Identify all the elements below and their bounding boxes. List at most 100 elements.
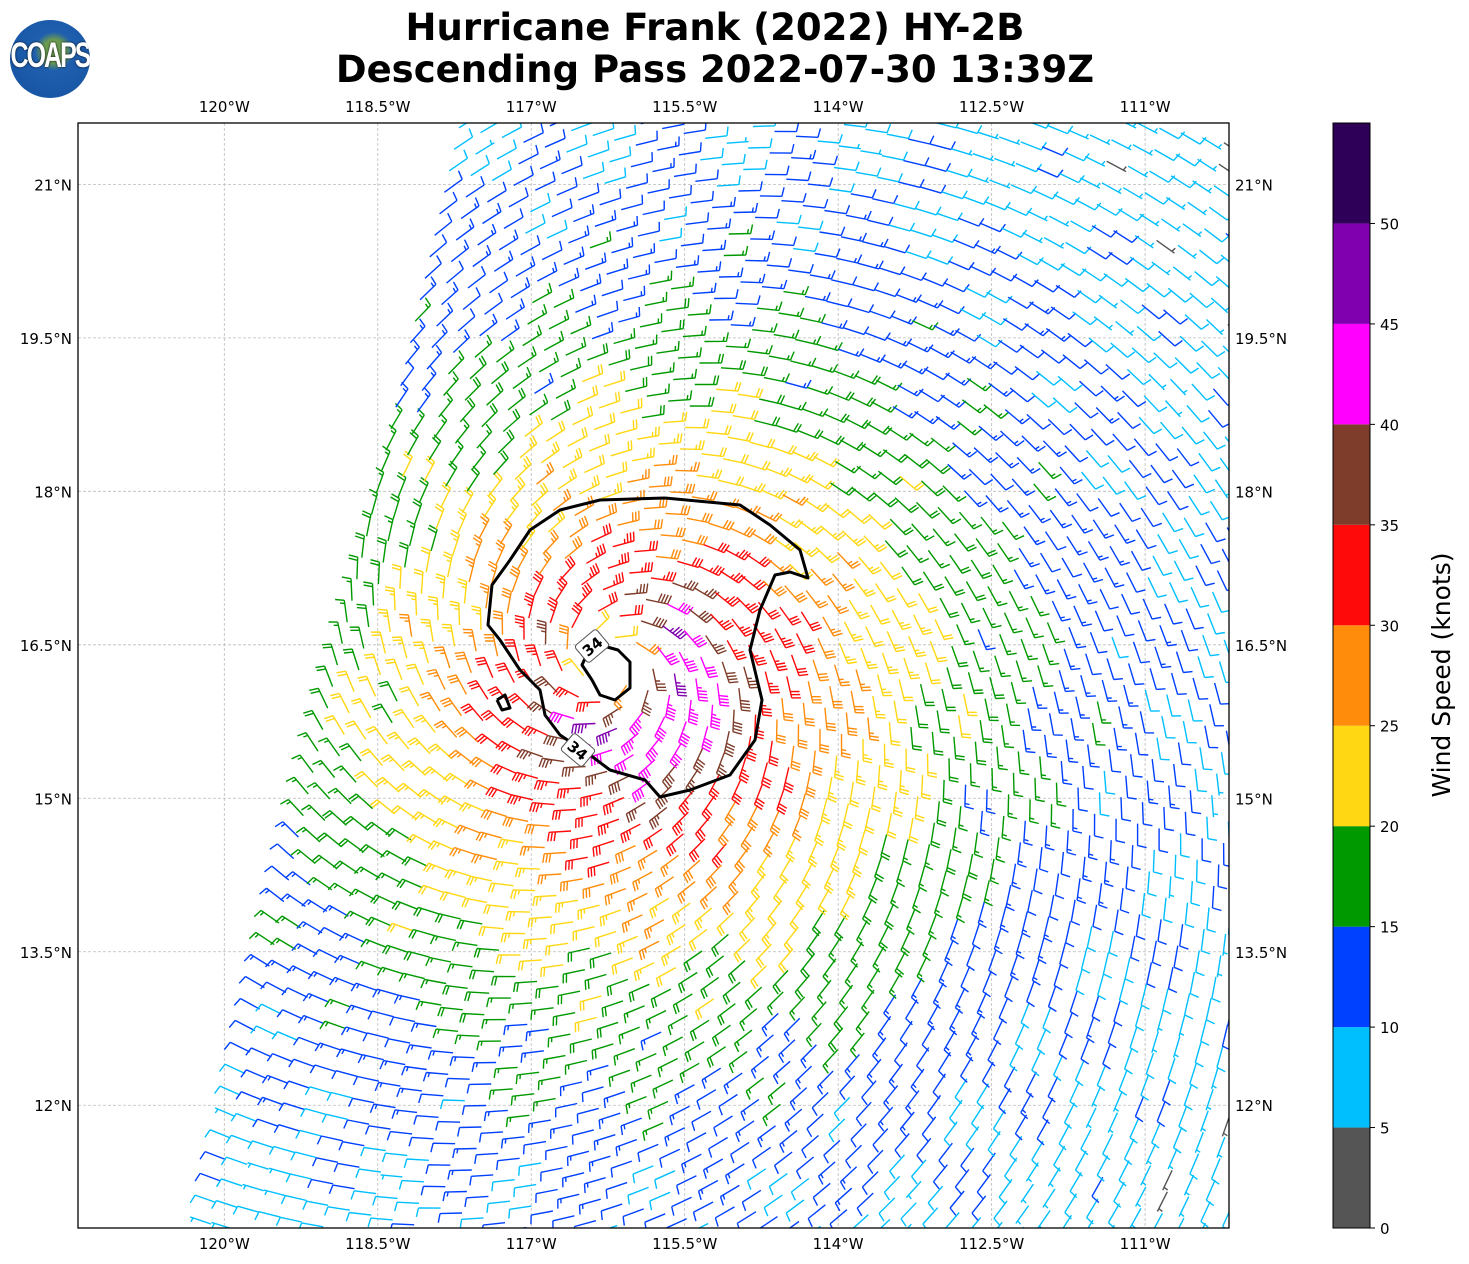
wind-barb [632,871,653,892]
wind-barb [969,763,981,788]
wind-barb [1208,206,1229,221]
wind-barb [1049,509,1073,529]
wind-barb [584,454,606,474]
wind-barb [507,693,532,710]
wind-barb [961,875,972,902]
wind-barb [474,656,494,678]
wind-barb [759,1216,778,1228]
wind-barb [502,816,529,828]
wind-barb [808,477,835,490]
wind-barb [1205,1179,1216,1207]
wind-barb [972,153,994,162]
wind-barb [416,788,443,803]
wind-barb [1030,123,1051,129]
wind-barb [348,888,376,901]
wind-barb [760,762,772,789]
wind-barb [836,824,847,852]
wind-barb [786,676,801,699]
wind-barb [515,256,536,277]
wind-barb [625,376,648,393]
wind-barb [655,549,682,560]
wind-barb [608,349,631,366]
wind-barb [1156,737,1170,761]
wind-barb [914,411,940,425]
wind-barb [470,154,490,177]
wind-barb [838,642,858,665]
wind-barb [1092,519,1115,539]
wind-barb [601,1000,624,1018]
wind-barb [381,944,409,955]
wind-barb [709,310,734,321]
wind-barb [800,611,823,632]
wind-barb [355,1168,381,1179]
wind-barb [532,894,557,907]
wind-barb [660,527,686,538]
wind-barb [357,1054,384,1064]
wind-barb [594,930,617,948]
wind-barb [546,219,568,239]
wind-barb [1092,904,1102,931]
wind-barb [1051,600,1071,622]
wind-barb [529,802,555,813]
wind-barb [1021,911,1031,938]
wind-barb [684,418,710,429]
wind-barb [1193,474,1216,494]
wind-barb [724,548,752,561]
colorbar-tick-label: 30 [1380,617,1399,635]
wind-barb [1112,1090,1123,1112]
wind-barb [820,798,831,825]
wind-barb [711,1024,731,1047]
wind-barb [801,1134,819,1159]
wind-barb [759,394,786,405]
wind-barb [751,1146,772,1169]
wind-barb [432,817,460,829]
wind-barb [478,512,490,540]
lat-tick-label-left: 15°N [34,790,72,808]
wind-barb [1163,309,1189,325]
wind-barb [564,1059,588,1075]
wind-barb [607,1224,618,1228]
wind-barb [1069,990,1079,1017]
wind-barb [642,200,665,216]
wind-barb [356,603,370,628]
wind-barb [972,650,990,673]
wind-barb [989,858,999,885]
wind-barb [899,1020,913,1047]
wind-barb [844,1053,860,1079]
wind-barb [953,736,965,761]
wind-barb [547,1033,571,1048]
wind-barb [1133,438,1157,457]
wind-barb [718,475,745,487]
wind-barb [1189,1153,1200,1180]
wind-barb [1084,155,1106,167]
wind-barb [1149,668,1166,691]
wind-barb [608,775,629,796]
wind-barb [596,1021,619,1039]
wind-barb [872,194,899,205]
wind-barb [311,854,338,869]
wind-barb [719,570,746,584]
wind-barb [1141,892,1151,919]
wind-barb [1163,806,1175,832]
wind-barb [732,410,759,420]
wind-barb [413,714,436,733]
wind-barb [1101,182,1122,195]
wind-barb [322,904,349,917]
wind-barb [582,883,605,899]
wind-barb [795,1156,815,1180]
wind-barb [971,923,981,950]
wind-barb [1174,854,1185,880]
wind-barb [516,544,529,571]
wind-barb [958,715,972,739]
wind-barb [456,919,483,930]
wind-barb [1008,590,1029,612]
wind-barb [944,1212,960,1228]
wind-barb [398,541,409,568]
wind-barb [807,841,818,868]
wind-barb [827,776,838,803]
wind-barb [763,1194,783,1217]
wind-barb [1102,476,1126,495]
wind-barb [1122,187,1144,200]
wind-barb [327,882,354,896]
wind-barb [358,844,385,858]
